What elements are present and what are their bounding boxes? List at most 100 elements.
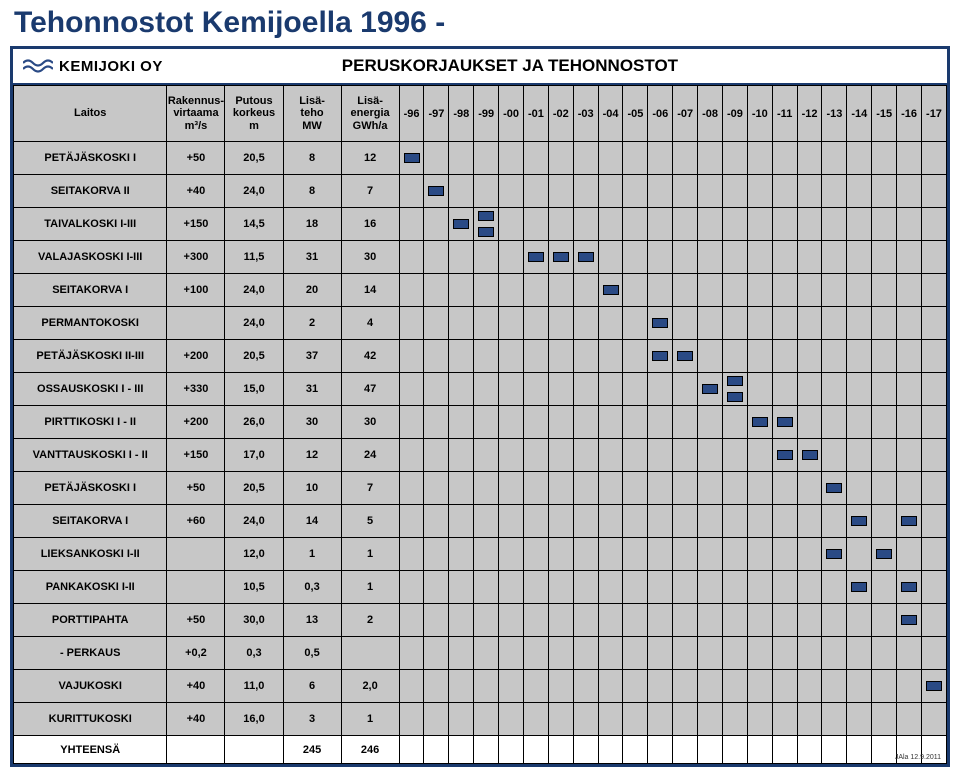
year-cell [399, 373, 424, 406]
year-cell [921, 505, 946, 538]
year-cell [499, 142, 524, 175]
table-row: PETÄJÄSKOSKI I+5020,5812 [14, 142, 947, 175]
year-cell [523, 340, 548, 373]
year-cell [548, 274, 573, 307]
year-cell [822, 505, 847, 538]
laitos-cell: - PERKAUS [14, 637, 167, 670]
year-cell [698, 538, 723, 571]
year-cell [523, 604, 548, 637]
year-cell [797, 505, 822, 538]
year-cell [424, 505, 449, 538]
year-cell [847, 604, 872, 637]
year-cell [499, 274, 524, 307]
year-cell [474, 505, 499, 538]
year-cell [921, 604, 946, 637]
year-cell [648, 406, 673, 439]
year-cell [474, 538, 499, 571]
col-header: Putouskorkeusm [225, 86, 283, 142]
year-header: -05 [623, 86, 648, 142]
year-cell [399, 670, 424, 703]
year-cell [872, 274, 897, 307]
year-cell [523, 670, 548, 703]
value-cell: +100 [167, 274, 225, 307]
year-cell [474, 703, 499, 736]
laitos-cell: PETÄJÄSKOSKI II-III [14, 340, 167, 373]
table-row: OSSAUSKOSKI I - III+33015,03147 [14, 373, 947, 406]
gantt-marker-icon [677, 351, 693, 361]
value-cell: 24,0 [225, 175, 283, 208]
year-cell [747, 208, 772, 241]
table-row: KURITTUKOSKI+4016,031 [14, 703, 947, 736]
value-cell: 30 [341, 406, 399, 439]
year-cell [573, 670, 598, 703]
table-row: TAIVALKOSKI I-III+15014,51816 [14, 208, 947, 241]
value-cell: +40 [167, 670, 225, 703]
year-cell [548, 373, 573, 406]
year-cell [921, 340, 946, 373]
value-cell: 5 [341, 505, 399, 538]
year-header: -99 [474, 86, 499, 142]
year-cell [722, 505, 747, 538]
gantt-marker-icon [727, 392, 743, 402]
year-cell [673, 208, 698, 241]
year-cell [499, 208, 524, 241]
year-cell [872, 670, 897, 703]
year-cell [623, 703, 648, 736]
year-header: -08 [698, 86, 723, 142]
year-cell [648, 142, 673, 175]
year-cell [822, 604, 847, 637]
year-cell [573, 208, 598, 241]
year-cell [722, 307, 747, 340]
value-cell: +40 [167, 703, 225, 736]
laitos-cell: PANKAKOSKI I-II [14, 571, 167, 604]
value-cell: 12 [283, 439, 341, 472]
data-table: LaitosRakennus-virtaamam³/sPutouskorkeus… [13, 85, 947, 764]
year-cell [698, 472, 723, 505]
value-cell: 20,5 [225, 142, 283, 175]
year-cell [623, 670, 648, 703]
year-cell [673, 175, 698, 208]
year-cell [747, 142, 772, 175]
gantt-marker-icon [826, 483, 842, 493]
year-cell [399, 472, 424, 505]
year-cell [449, 208, 474, 241]
value-cell: +0,2 [167, 637, 225, 670]
year-cell [897, 505, 922, 538]
value-cell [167, 538, 225, 571]
value-cell: 14,5 [225, 208, 283, 241]
year-cell [872, 571, 897, 604]
year-header: -04 [598, 86, 623, 142]
year-cell [648, 307, 673, 340]
year-cell [598, 670, 623, 703]
value-cell: 30 [341, 241, 399, 274]
year-cell [474, 208, 499, 241]
laitos-cell: SEITAKORVA II [14, 175, 167, 208]
year-cell [921, 241, 946, 274]
col-header: Lisä-energiaGWh/a [341, 86, 399, 142]
year-cell [623, 340, 648, 373]
gantt-marker-icon [826, 549, 842, 559]
year-cell [623, 307, 648, 340]
year-cell [573, 340, 598, 373]
year-cell [499, 670, 524, 703]
year-cell [921, 571, 946, 604]
year-cell [424, 538, 449, 571]
year-cell [722, 439, 747, 472]
year-cell [698, 670, 723, 703]
year-cell [772, 538, 797, 571]
year-cell [623, 373, 648, 406]
year-cell [648, 505, 673, 538]
year-cell [548, 571, 573, 604]
year-cell [772, 373, 797, 406]
total-value: 246 [341, 736, 399, 764]
year-cell [598, 142, 623, 175]
year-cell [673, 571, 698, 604]
year-cell [548, 406, 573, 439]
year-cell [449, 307, 474, 340]
value-cell: +300 [167, 241, 225, 274]
value-cell: 7 [341, 472, 399, 505]
year-cell [797, 274, 822, 307]
laitos-cell: LIEKSANKOSKI I-II [14, 538, 167, 571]
year-cell [722, 406, 747, 439]
year-cell [872, 637, 897, 670]
